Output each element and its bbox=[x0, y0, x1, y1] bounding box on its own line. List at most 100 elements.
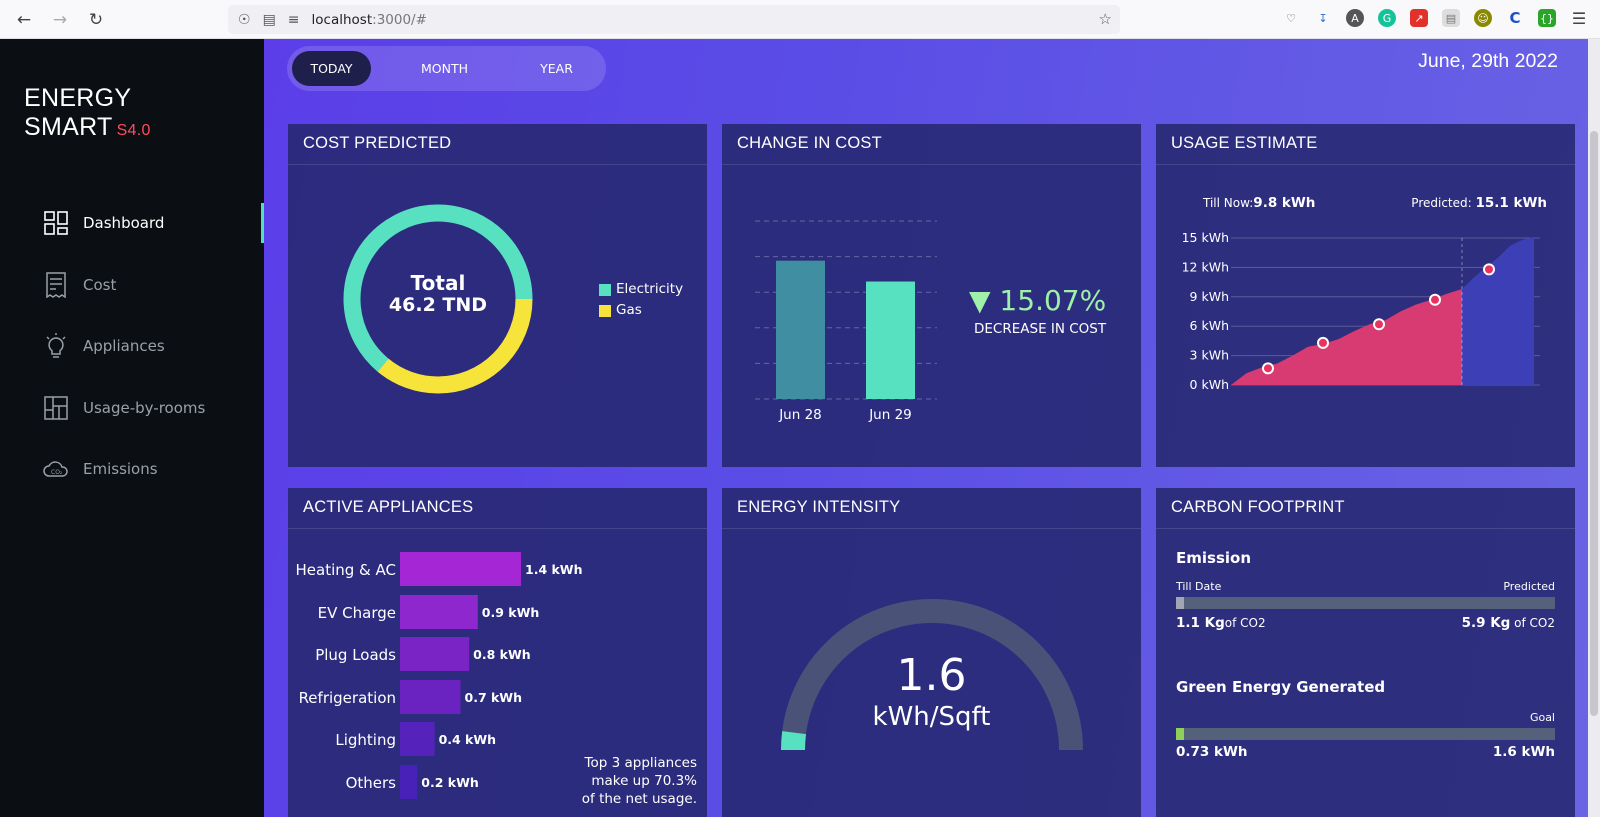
legend-swatch-gas bbox=[599, 305, 611, 317]
data-point-marker bbox=[1483, 263, 1495, 276]
cost-predicted-card: COST PREDICTED Total 46.2 TND Electricit… bbox=[288, 124, 707, 467]
gauge-fill bbox=[781, 731, 807, 751]
green-progress-track bbox=[1176, 728, 1555, 740]
lightbulb-icon bbox=[43, 333, 69, 359]
tab-today[interactable]: TODAY bbox=[292, 51, 371, 86]
tab-month[interactable]: MONTH bbox=[420, 61, 468, 76]
sidebar-item-label: Emissions bbox=[83, 460, 158, 478]
dashboard-icon bbox=[43, 210, 69, 236]
active-appliances-card: ACTIVE APPLIANCES Heating & AC 1.4 kWh EV … bbox=[288, 488, 707, 817]
pocket-icon[interactable]: ♡ bbox=[1286, 11, 1296, 25]
appliances-note-line3: of the net usage. bbox=[581, 791, 697, 807]
menu-icon[interactable]: ☰ bbox=[1571, 8, 1587, 28]
cost-donut-chart bbox=[343, 204, 533, 394]
usage-area-chart: 0 kWh 3 kWh 6 kWh 9 kWh 12 kWh 15 kWh bbox=[1182, 230, 1540, 392]
green-goal-value: 1.6 kWh bbox=[1492, 744, 1555, 760]
sidebar: ENERGY SMART S4.0 Dashboard Cost Applianc… bbox=[0, 39, 264, 817]
appliance-bar bbox=[400, 680, 461, 714]
page-icon: ▤ bbox=[262, 11, 276, 28]
sidebar-item-usage-by-rooms[interactable]: Usage-by-rooms bbox=[0, 386, 264, 430]
y-tick-label: 15 kWh bbox=[1182, 230, 1229, 245]
cost-change-percent: ▼ 15.07% bbox=[969, 284, 1107, 317]
sidebar-item-label: Appliances bbox=[83, 337, 165, 355]
x-tick-label: Jun 29 bbox=[868, 407, 912, 423]
appliance-value-label: 0.4 kWh bbox=[439, 732, 497, 747]
appliance-label: Others bbox=[346, 774, 397, 792]
legend-label-electricity: Electricity bbox=[616, 281, 684, 297]
data-point-marker bbox=[1429, 293, 1441, 306]
bookmark-star-icon[interactable]: ☆ bbox=[1098, 10, 1112, 28]
page-scrollbar[interactable] bbox=[1588, 39, 1600, 817]
account-icon[interactable]: A bbox=[1346, 9, 1364, 27]
receipt-icon bbox=[43, 272, 69, 298]
green-energy-value: 0.73 kWh bbox=[1176, 744, 1248, 760]
brand-name: ENERGY SMART bbox=[24, 84, 131, 141]
c-extension-icon[interactable]: C bbox=[1509, 9, 1521, 27]
sidebar-item-emissions[interactable]: CO₂ Emissions bbox=[0, 447, 264, 491]
data-point-marker bbox=[1262, 362, 1274, 375]
brand-logo: ENERGY SMART S4.0 bbox=[24, 84, 264, 142]
usage-predicted: Predicted: 15.1 kWh bbox=[1411, 195, 1547, 211]
emission-till-unit: of CO2 bbox=[1224, 616, 1266, 630]
green-energy-heading: Green Energy Generated bbox=[1176, 678, 1386, 696]
predicted-label: Predicted: bbox=[1411, 196, 1472, 210]
dashboard-main: TODAY MONTH YEAR June, 29th 2022 COST PR… bbox=[264, 39, 1588, 817]
cost-bar bbox=[866, 281, 915, 399]
card-title: CARBON FOOTPRINT bbox=[1171, 498, 1345, 516]
donut-slice-gas bbox=[343, 204, 533, 394]
reload-button[interactable]: ↻ bbox=[88, 10, 104, 30]
appliance-label: Plug Loads bbox=[315, 646, 396, 664]
downloads-icon[interactable]: ↧ bbox=[1318, 11, 1328, 25]
appliances-note-line2: make up 70.3% bbox=[591, 773, 697, 789]
card-divider bbox=[1156, 164, 1575, 165]
appliance-label: EV Charge bbox=[318, 604, 396, 622]
change-in-cost-card: CHANGE IN COST Jun 28 Jun 29 ▼ 15.07% DEC… bbox=[722, 124, 1141, 467]
card-title: USAGE ESTIMATE bbox=[1171, 134, 1318, 152]
emission-predicted-label: Predicted bbox=[1503, 580, 1555, 593]
appliance-bar bbox=[400, 765, 418, 799]
card-divider bbox=[722, 528, 1141, 529]
carbon-footprint-card: CARBON FOOTPRINT Emission Till Date Pred… bbox=[1156, 488, 1575, 817]
energy-intensity-gauge bbox=[781, 599, 1083, 751]
sidebar-item-label: Usage-by-rooms bbox=[83, 399, 206, 417]
card-title: CHANGE IN COST bbox=[737, 134, 882, 152]
appliance-label: Heating & AC bbox=[296, 561, 396, 579]
smiley-extension-icon[interactable]: ☺ bbox=[1474, 9, 1492, 27]
sidebar-item-label: Cost bbox=[83, 276, 117, 294]
card-divider bbox=[288, 528, 707, 529]
sidebar-item-cost[interactable]: Cost bbox=[0, 263, 264, 307]
gauge-track bbox=[781, 599, 1083, 751]
energy-intensity-card: ENERGY INTENSITY 1.6 kWh/Sqft bbox=[722, 488, 1141, 817]
legend-label-gas: Gas bbox=[616, 302, 642, 318]
x-tick-label: Jun 28 bbox=[778, 407, 822, 423]
till-now-value: 9.8 kWh bbox=[1253, 195, 1316, 211]
svg-text:CO₂: CO₂ bbox=[51, 469, 63, 476]
current-date: June, 29th 2022 bbox=[1418, 50, 1558, 72]
tab-year[interactable]: YEAR bbox=[540, 61, 573, 76]
appliance-label: Refrigeration bbox=[299, 689, 396, 707]
forward-button[interactable]: → bbox=[52, 10, 68, 30]
sidebar-item-appliances[interactable]: Appliances bbox=[0, 324, 264, 368]
co2-cloud-icon: CO₂ bbox=[43, 456, 69, 482]
appliances-bar-chart: Heating & AC 1.4 kWh EV Charge 0.9 kWh Plug … bbox=[296, 552, 583, 799]
document-extension-icon[interactable]: ▤ bbox=[1442, 9, 1460, 27]
grammarly-icon[interactable]: G bbox=[1378, 9, 1396, 27]
y-tick-label: 0 kWh bbox=[1190, 377, 1229, 392]
back-button[interactable]: ← bbox=[16, 10, 32, 30]
cost-comparison-chart: Jun 28 Jun 29 bbox=[755, 220, 937, 423]
appliance-bar bbox=[400, 552, 521, 586]
shield-icon: ☉ bbox=[238, 11, 251, 28]
card-title: COST PREDICTED bbox=[303, 134, 452, 152]
scrollbar-thumb[interactable] bbox=[1590, 131, 1598, 716]
brand-version: S4.0 bbox=[116, 122, 151, 139]
address-bar[interactable]: ☉ ▤ ≡ localhost:3000/# ☆ bbox=[228, 5, 1120, 34]
appliance-label: Lighting bbox=[335, 731, 396, 749]
y-tick-label: 3 kWh bbox=[1190, 348, 1229, 363]
sidebar-item-dashboard[interactable]: Dashboard bbox=[0, 201, 264, 245]
pdf-extension-icon[interactable]: ↗ bbox=[1410, 9, 1428, 27]
browser-toolbar: ← → ↻ ☉ ▤ ≡ localhost:3000/# ☆ ♡ ↧ A G ↗… bbox=[0, 0, 1600, 39]
cost-change-caption: DECREASE IN COST bbox=[974, 321, 1107, 337]
appliance-bar bbox=[400, 595, 478, 629]
brackets-extension-icon[interactable]: {} bbox=[1538, 9, 1556, 27]
card-divider bbox=[288, 164, 707, 165]
